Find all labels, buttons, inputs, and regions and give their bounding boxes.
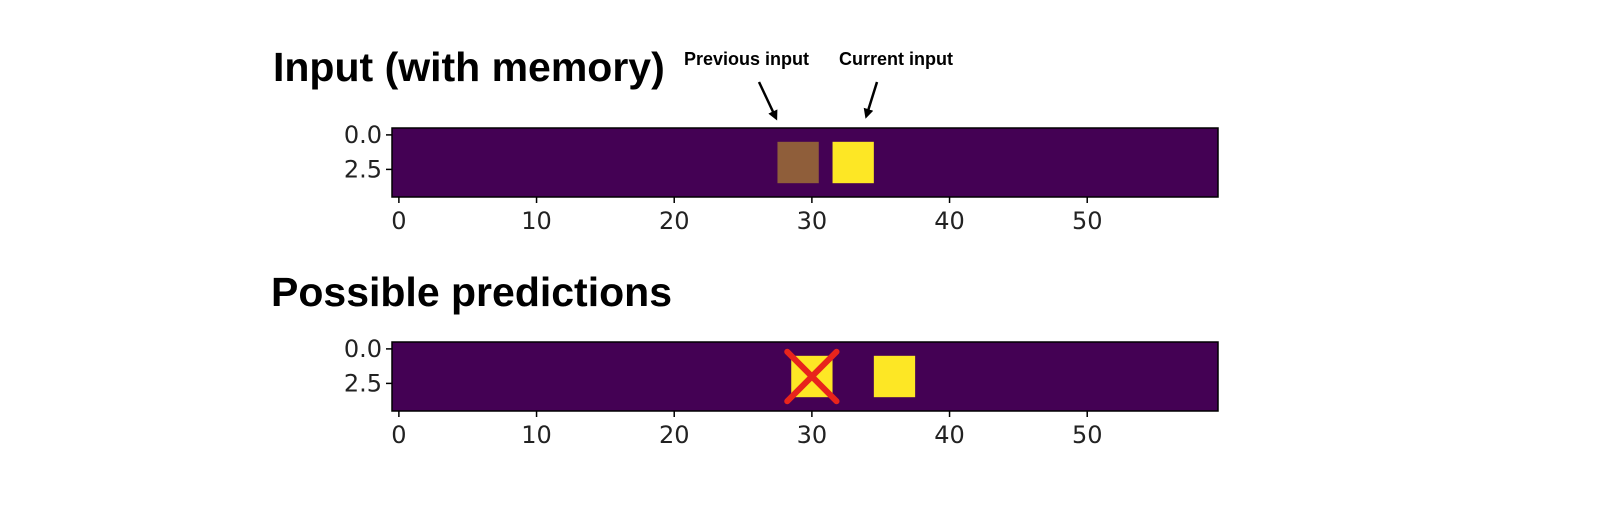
chart-title-input: Input (with memory): [273, 44, 665, 90]
current-input-cell: [873, 355, 916, 398]
current-input-cell: [832, 141, 874, 184]
chart-title-predictions: Possible predictions: [271, 269, 672, 315]
x-tick-label: 30: [797, 421, 828, 449]
cross-mark-stroke: [784, 348, 840, 405]
previous-input-label: Previous input: [684, 49, 810, 69]
x-tick-label: 40: [934, 207, 965, 235]
previous-input-cell: [777, 141, 819, 184]
x-tick-label: 0: [391, 207, 406, 235]
x-tick-label: 50: [1072, 207, 1103, 235]
y-tick-label: 0.0: [344, 335, 382, 363]
x-tick-label: 30: [797, 207, 828, 235]
plot-frame: [391, 127, 1219, 198]
x-tick-label: 10: [521, 207, 552, 235]
x-tick-label: 20: [659, 207, 690, 235]
x-tick-label: 10: [521, 421, 552, 449]
input-heatmap: 0 10 20 30 40 50 0.0 2.5: [344, 121, 1219, 235]
current-input-arrow: [863, 81, 879, 119]
predictions-heatmap: 0 10 20 30 40 50 0.0 2.5: [344, 335, 1219, 449]
y-tick-label: 2.5: [344, 369, 382, 397]
x-tick-label: 50: [1072, 421, 1103, 449]
x-tick-label: 0: [391, 421, 406, 449]
x-tick-label: 20: [659, 421, 690, 449]
y-tick-label: 2.5: [344, 155, 382, 183]
y-tick-label: 0.0: [344, 121, 382, 149]
plot-frame: [391, 341, 1219, 412]
x-tick-label: 40: [934, 421, 965, 449]
previous-input-arrow: [757, 81, 778, 121]
current-input-label: Current input: [839, 49, 953, 69]
